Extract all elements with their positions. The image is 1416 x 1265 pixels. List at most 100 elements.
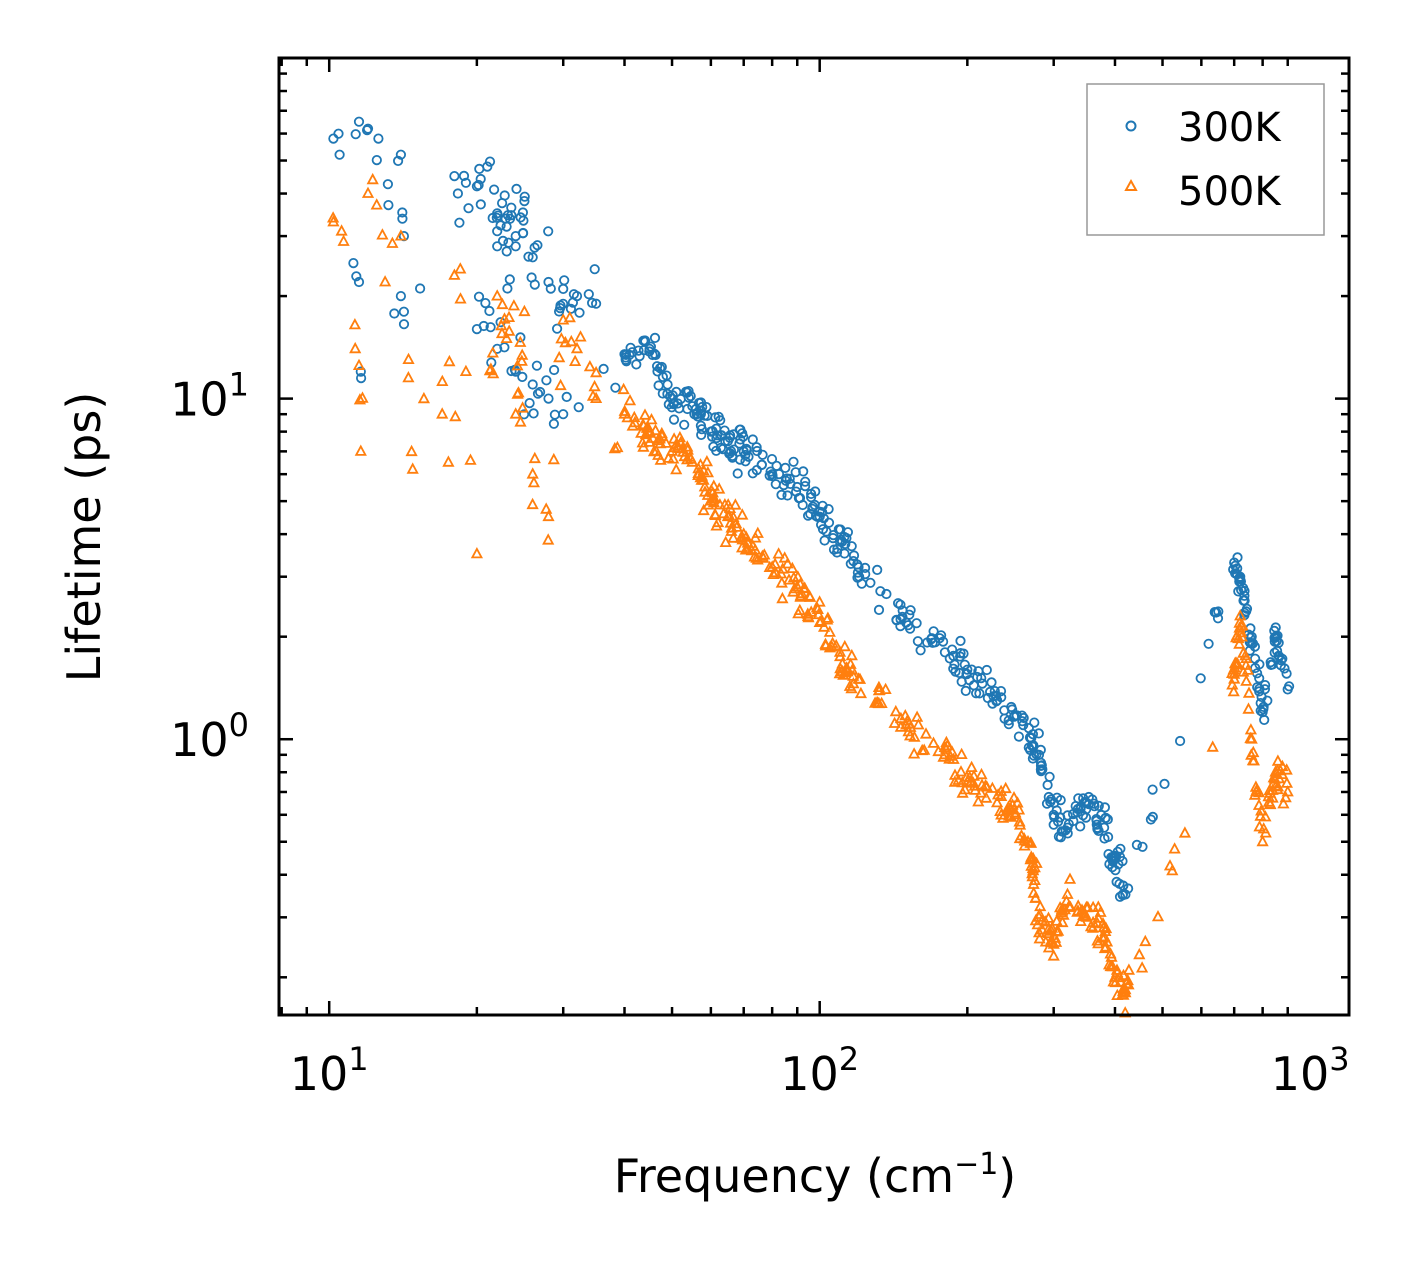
point-300k xyxy=(523,251,534,262)
point-500k xyxy=(526,467,539,479)
point-500k xyxy=(491,289,504,301)
point-500k xyxy=(704,484,718,496)
point-300k xyxy=(463,203,474,214)
point-500k xyxy=(527,476,541,488)
point-300k xyxy=(551,323,563,334)
point-500k xyxy=(1050,914,1063,926)
point-500k xyxy=(454,292,467,304)
point-300k xyxy=(839,531,850,543)
point-300k xyxy=(529,242,540,253)
point-500k xyxy=(912,718,925,730)
point-500k xyxy=(512,386,525,398)
point-500k xyxy=(812,607,825,620)
point-500k xyxy=(757,551,770,563)
point-300k xyxy=(875,586,886,597)
point-500k xyxy=(1280,776,1294,788)
point-300k xyxy=(460,177,471,188)
point-300k xyxy=(620,352,631,363)
point-500k xyxy=(568,354,582,367)
point-500k xyxy=(840,664,854,676)
point-500k xyxy=(514,335,527,347)
point-300k xyxy=(735,434,746,445)
x-axis-title: Frequency (cm−1) xyxy=(614,1147,1017,1203)
point-500k xyxy=(361,186,375,198)
point-500k xyxy=(1063,900,1076,912)
point-500k xyxy=(854,686,868,699)
point-300k xyxy=(371,155,382,166)
point-500k xyxy=(1047,949,1060,961)
point-300k xyxy=(1057,826,1069,837)
point-300k xyxy=(1080,812,1092,823)
point-500k xyxy=(1039,915,1052,927)
point-500k xyxy=(1151,910,1165,922)
point-500k xyxy=(518,304,531,317)
point-300k xyxy=(567,297,579,308)
point-300k xyxy=(543,226,554,237)
point-500k xyxy=(651,433,665,446)
legend-label-300k: 300K xyxy=(1178,105,1282,151)
point-500k xyxy=(910,710,924,722)
point-300k xyxy=(353,116,365,127)
point-300k xyxy=(725,445,737,457)
point-500k xyxy=(792,607,805,619)
point-500k xyxy=(646,431,660,443)
point-500k xyxy=(354,444,367,456)
point-300k xyxy=(794,492,806,504)
point-500k xyxy=(708,492,721,504)
point-300k xyxy=(683,385,694,397)
point-500k xyxy=(700,455,714,467)
x-axis-title-superscript: −1 xyxy=(954,1147,998,1182)
point-300k xyxy=(800,476,811,487)
point-300k xyxy=(662,379,673,390)
point-300k xyxy=(948,650,959,662)
point-500k xyxy=(495,326,509,339)
axis-ticks xyxy=(279,58,1349,1015)
point-500k xyxy=(833,645,847,657)
point-300k xyxy=(1245,632,1256,643)
point-500k xyxy=(954,765,968,777)
point-500k xyxy=(695,469,709,481)
point-300k xyxy=(1272,645,1283,657)
point-300k xyxy=(647,349,658,361)
point-300k xyxy=(382,179,393,190)
point-500k xyxy=(1100,935,1114,947)
point-500k xyxy=(559,335,572,348)
point-500k xyxy=(958,783,972,795)
point-500k xyxy=(654,453,667,465)
point-500k xyxy=(692,461,705,474)
point-500k xyxy=(1105,950,1118,962)
point-300k xyxy=(1274,651,1285,662)
point-500k xyxy=(821,611,835,623)
point-300k xyxy=(986,677,997,688)
point-300k xyxy=(928,626,939,637)
point-500k xyxy=(1233,637,1246,649)
point-500k xyxy=(1026,866,1039,879)
point-300k xyxy=(458,170,470,181)
point-300k xyxy=(1241,606,1252,617)
point-300k xyxy=(784,473,795,484)
point-300k xyxy=(1284,681,1295,692)
point-300k xyxy=(1075,821,1086,832)
point-500k xyxy=(1235,626,1248,638)
point-300k xyxy=(1175,735,1186,747)
point-500k xyxy=(1163,859,1177,871)
point-500k xyxy=(1242,686,1256,698)
point-300k xyxy=(873,604,885,616)
point-500k xyxy=(889,704,902,717)
point-300k xyxy=(333,128,344,139)
point-500k xyxy=(843,679,857,691)
point-500k xyxy=(1248,788,1262,800)
point-500k xyxy=(1028,873,1041,885)
point-500k xyxy=(916,743,929,756)
point-500k xyxy=(496,297,509,310)
legend-label-500k: 500K xyxy=(1178,169,1282,215)
point-500k xyxy=(836,657,849,669)
point-300k xyxy=(897,611,908,623)
point-500k xyxy=(1039,935,1052,947)
point-300k xyxy=(531,360,543,371)
point-300k xyxy=(497,235,509,246)
point-300k xyxy=(414,283,426,294)
point-500k xyxy=(955,747,968,759)
point-300k xyxy=(1159,778,1170,790)
point-300k xyxy=(859,562,871,574)
